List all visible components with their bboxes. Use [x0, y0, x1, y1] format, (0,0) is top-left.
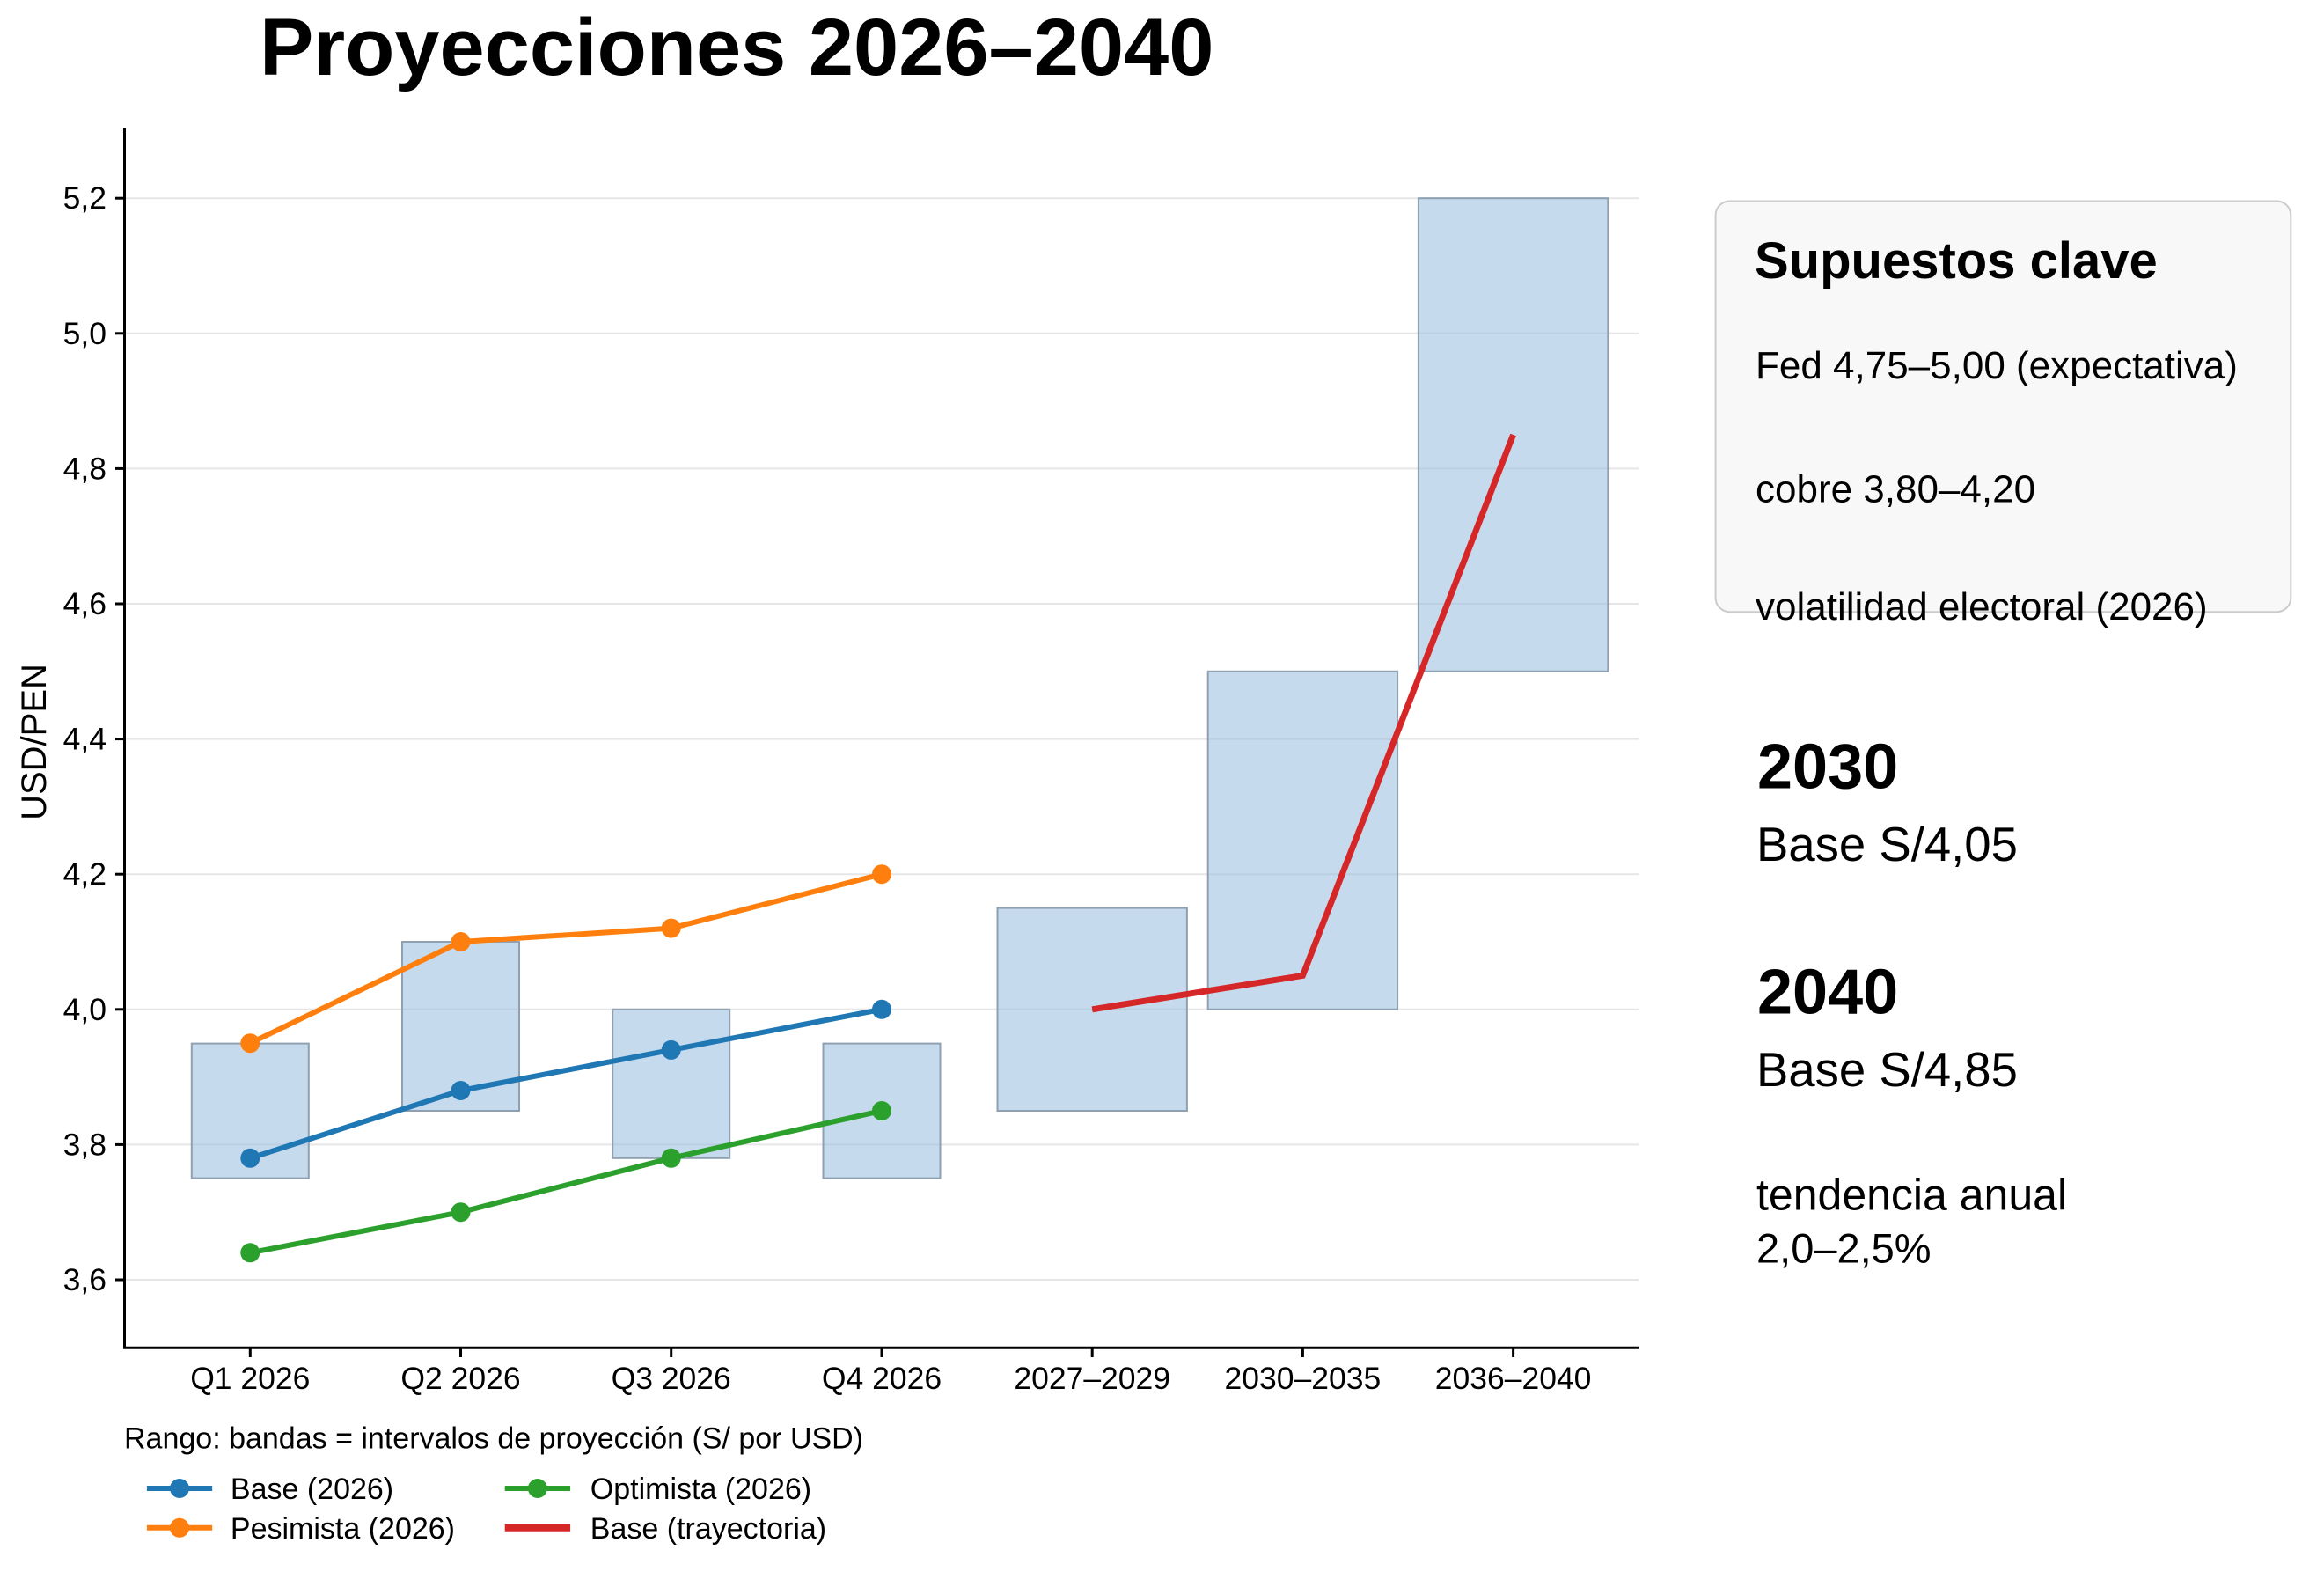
svg-text:Pesimista (2026): Pesimista (2026) — [231, 1512, 455, 1546]
svg-text:2040: 2040 — [1757, 958, 1898, 1028]
svg-text:4,4: 4,4 — [63, 722, 106, 757]
svg-text:Optimista (2026): Optimista (2026) — [590, 1473, 811, 1506]
svg-text:Q2 2026: Q2 2026 — [400, 1361, 520, 1396]
svg-text:3,6: 3,6 — [63, 1262, 106, 1297]
svg-text:tendencia anual: tendencia anual — [1756, 1170, 2067, 1219]
svg-text:Base (trayectoria): Base (trayectoria) — [590, 1512, 826, 1546]
svg-text:3,8: 3,8 — [63, 1127, 106, 1162]
svg-text:Q3 2026: Q3 2026 — [612, 1361, 731, 1396]
svg-text:2,0–2,5%: 2,0–2,5% — [1756, 1224, 1932, 1271]
svg-text:Base (2026): Base (2026) — [231, 1473, 393, 1506]
svg-text:Supuestos clave: Supuestos clave — [1755, 232, 2158, 290]
svg-text:cobre 3,80–4,20: cobre 3,80–4,20 — [1756, 468, 2035, 511]
svg-text:Q1 2026: Q1 2026 — [190, 1361, 310, 1396]
svg-text:4,6: 4,6 — [63, 586, 106, 621]
svg-text:Proyecciones 2026–2040: Proyecciones 2026–2040 — [260, 3, 1213, 92]
svg-text:Fed 4,75–5,00 (expectativa): Fed 4,75–5,00 (expectativa) — [1756, 344, 2238, 387]
svg-text:USD/PEN: USD/PEN — [15, 664, 54, 820]
svg-text:4,0: 4,0 — [63, 992, 106, 1027]
svg-text:5,0: 5,0 — [63, 316, 106, 351]
svg-text:2027–2029: 2027–2029 — [1014, 1361, 1170, 1396]
svg-text:4,8: 4,8 — [63, 451, 106, 486]
svg-text:4,2: 4,2 — [63, 856, 106, 892]
svg-text:volatilidad electoral (2026): volatilidad electoral (2026) — [1756, 585, 2208, 628]
svg-text:5,2: 5,2 — [63, 180, 106, 216]
svg-text:Base S/4,85: Base S/4,85 — [1756, 1043, 2018, 1097]
svg-text:Base S/4,05: Base S/4,05 — [1756, 818, 2018, 871]
svg-text:2036–2040: 2036–2040 — [1435, 1361, 1592, 1396]
svg-text:Rango: bandas = intervalos de: Rango: bandas = intervalos de proyección… — [124, 1421, 863, 1455]
svg-text:2030–2035: 2030–2035 — [1225, 1361, 1382, 1396]
svg-text:Q4 2026: Q4 2026 — [822, 1361, 942, 1396]
svg-text:2030: 2030 — [1757, 732, 1898, 803]
